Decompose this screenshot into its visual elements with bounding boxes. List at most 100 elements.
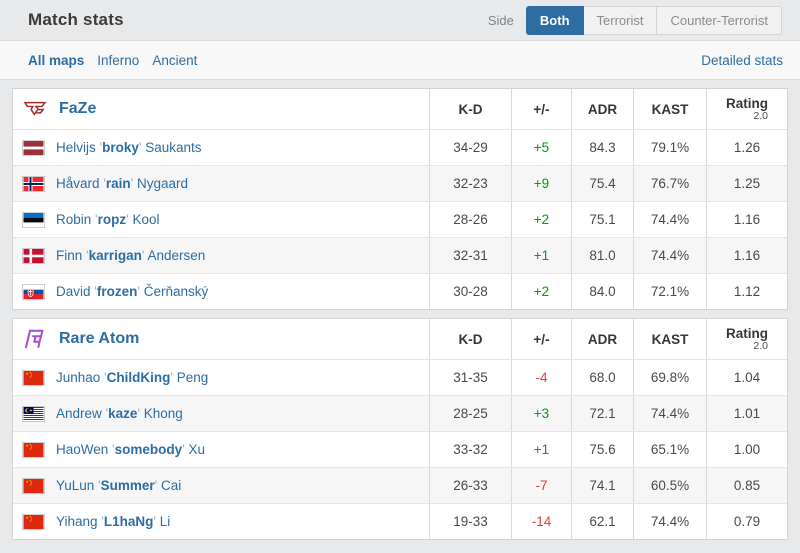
column-header-plusminus: +/- (511, 319, 571, 359)
tab-both[interactable]: Both (525, 5, 584, 35)
topbar: Match stats Side Both Terrorist Counter-… (0, 0, 800, 40)
faze-logo-icon (23, 98, 47, 120)
player-cell: HaoWen somebody Xu (13, 432, 429, 467)
map-filter-inferno[interactable]: Inferno (97, 52, 140, 68)
plusminus-value: +5 (511, 130, 571, 165)
table-header-rare-atom: Rare Atom K-D +/- ADR KAST Rating 2.0 (13, 319, 787, 359)
kast-value: 69.8% (633, 360, 706, 395)
table-row: Helvijs broky Saukants 34-29 +5 84.3 79.… (13, 129, 787, 165)
team-table-rare-atom: Rare Atom K-D +/- ADR KAST Rating 2.0 Jun… (12, 318, 788, 540)
table-row: Finn karrigan Andersen 32-31 +1 81.0 74.… (13, 237, 787, 273)
kd-value: 31-35 (429, 360, 511, 395)
column-header-kd: K-D (429, 89, 511, 129)
table-header-faze: FaZe K-D +/- ADR KAST Rating 2.0 (13, 89, 787, 129)
kd-value: 32-31 (429, 238, 511, 273)
player-cell: YuLun Summer Cai (13, 468, 429, 503)
table-row: YuLun Summer Cai 26-33 -7 74.1 60.5% 0.8… (13, 467, 787, 503)
kd-value: 28-25 (429, 396, 511, 431)
rating-value: 1.01 (706, 396, 787, 431)
country-flag-icon (23, 442, 44, 457)
country-flag-icon (23, 140, 44, 155)
column-header-adr: ADR (571, 89, 633, 129)
rating-value: 1.00 (706, 432, 787, 467)
player-cell: Junhao ChildKing Peng (13, 360, 429, 395)
tab-counter-terrorist[interactable]: Counter-Terrorist (657, 5, 782, 35)
table-row: Junhao ChildKing Peng 31-35 -4 68.0 69.8… (13, 359, 787, 395)
map-filter-ancient[interactable]: Ancient (152, 52, 198, 68)
rating-value: 0.79 (706, 504, 787, 539)
kd-value: 26-33 (429, 468, 511, 503)
country-flag-icon (23, 478, 44, 493)
rating-value: 1.26 (706, 130, 787, 165)
player-cell: Yihang L1haNg Li (13, 504, 429, 539)
kast-value: 60.5% (633, 468, 706, 503)
player-link[interactable]: Robin ropz Kool (56, 212, 160, 227)
column-header-rating: Rating 2.0 (706, 89, 787, 129)
player-link[interactable]: Yihang L1haNg Li (56, 514, 170, 529)
country-flag-icon (23, 406, 44, 421)
player-link[interactable]: HaoWen somebody Xu (56, 442, 205, 457)
kd-value: 33-32 (429, 432, 511, 467)
player-link[interactable]: Finn karrigan Andersen (56, 248, 205, 263)
kast-value: 74.4% (633, 238, 706, 273)
map-filter-all-maps[interactable]: All maps (28, 52, 85, 68)
adr-value: 68.0 (571, 360, 633, 395)
player-link[interactable]: YuLun Summer Cai (56, 478, 181, 493)
adr-value: 75.4 (571, 166, 633, 201)
rating-value: 1.25 (706, 166, 787, 201)
country-flag-icon (23, 248, 44, 263)
adr-value: 75.1 (571, 202, 633, 237)
side-label: Side (487, 12, 514, 28)
plusminus-value: +2 (511, 274, 571, 309)
player-cell: Finn karrigan Andersen (13, 238, 429, 273)
rare-atom-logo-icon (23, 328, 47, 350)
column-header-adr: ADR (571, 319, 633, 359)
player-link[interactable]: Andrew kaze Khong (56, 406, 183, 421)
plusminus-value: +9 (511, 166, 571, 201)
player-cell: Helvijs broky Saukants (13, 130, 429, 165)
kd-value: 30-28 (429, 274, 511, 309)
adr-value: 72.1 (571, 396, 633, 431)
kast-value: 74.4% (633, 504, 706, 539)
rating-value: 1.16 (706, 202, 787, 237)
player-link[interactable]: Håvard rain Nygaard (56, 176, 188, 191)
kast-value: 74.4% (633, 396, 706, 431)
team-name-link[interactable]: FaZe (59, 100, 97, 117)
column-header-kast: KAST (633, 319, 706, 359)
kast-value: 65.1% (633, 432, 706, 467)
country-flag-icon (23, 514, 44, 529)
page-title: Match stats (28, 10, 124, 29)
plusminus-value: -14 (511, 504, 571, 539)
rating-value: 1.12 (706, 274, 787, 309)
table-row: Yihang L1haNg Li 19-33 -14 62.1 74.4% 0.… (13, 503, 787, 539)
adr-value: 84.0 (571, 274, 633, 309)
adr-value: 75.6 (571, 432, 633, 467)
maps-links: All maps Inferno Ancient (28, 53, 197, 68)
adr-value: 81.0 (571, 238, 633, 273)
player-link[interactable]: Junhao ChildKing Peng (56, 370, 208, 385)
adr-value: 84.3 (571, 130, 633, 165)
table-row: Robin ropz Kool 28-26 +2 75.1 74.4% 1.16 (13, 201, 787, 237)
country-flag-icon (23, 284, 44, 299)
country-flag-icon (23, 212, 44, 227)
team-name-link[interactable]: Rare Atom (59, 330, 140, 347)
kast-value: 79.1% (633, 130, 706, 165)
column-header-kd: K-D (429, 319, 511, 359)
rating-value: 0.85 (706, 468, 787, 503)
rating-value: 1.04 (706, 360, 787, 395)
player-cell: Robin ropz Kool (13, 202, 429, 237)
kd-value: 32-23 (429, 166, 511, 201)
kd-value: 19-33 (429, 504, 511, 539)
table-row: David frozen Čerňanský 30-28 +2 84.0 72.… (13, 273, 787, 309)
player-link[interactable]: Helvijs broky Saukants (56, 140, 202, 155)
player-link[interactable]: David frozen Čerňanský (56, 284, 208, 299)
plusminus-value: +3 (511, 396, 571, 431)
tab-terrorist[interactable]: Terrorist (583, 5, 658, 35)
detailed-stats-link[interactable]: Detailed stats (701, 52, 783, 68)
adr-value: 62.1 (571, 504, 633, 539)
player-cell: Håvard rain Nygaard (13, 166, 429, 201)
country-flag-icon (23, 370, 44, 385)
side-segmented-control: Both Terrorist Counter-Terrorist (525, 5, 782, 35)
rating-value: 1.16 (706, 238, 787, 273)
